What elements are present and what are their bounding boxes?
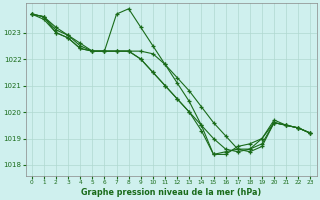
X-axis label: Graphe pression niveau de la mer (hPa): Graphe pression niveau de la mer (hPa) xyxy=(81,188,261,197)
